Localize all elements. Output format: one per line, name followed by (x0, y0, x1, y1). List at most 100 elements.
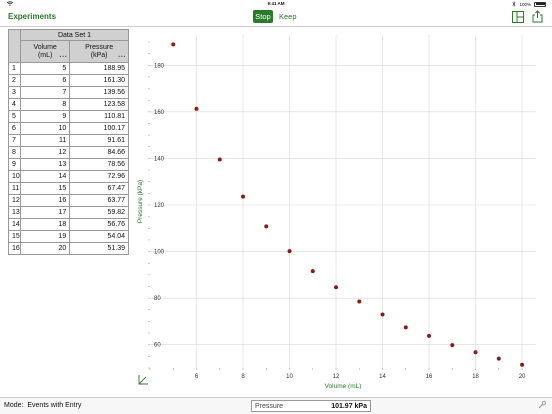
y-tick-label: 140 (154, 156, 165, 162)
table-row[interactable]: 7 11 91.61 (8, 134, 129, 147)
pressure-cell[interactable]: 123.58 (69, 98, 129, 111)
pressure-cell[interactable]: 63.77 (69, 194, 129, 207)
pressure-cell[interactable]: 161.30 (69, 74, 129, 87)
battery-percent: 100% (519, 1, 531, 7)
volume-cell[interactable]: 10 (19, 122, 71, 135)
volume-cell[interactable]: 9 (19, 110, 71, 123)
data-point (171, 42, 176, 47)
table-row[interactable]: 13 17 59.82 (8, 206, 129, 219)
table-row[interactable]: 4 8 123.58 (8, 98, 129, 111)
pressure-cell[interactable]: 67.47 (69, 182, 129, 195)
volume-cell[interactable]: 8 (19, 98, 71, 111)
meter-label: Pressure (255, 403, 284, 410)
table-row[interactable]: 10 14 72.96 (8, 170, 129, 183)
data-point (334, 285, 339, 290)
row-index: 6 (8, 122, 21, 135)
volume-cell[interactable]: 19 (19, 230, 71, 243)
volume-cell[interactable]: 18 (19, 218, 71, 231)
row-index: 5 (8, 110, 21, 123)
mode-selector[interactable]: Mode: Events with Entry (4, 402, 81, 409)
data-point (427, 333, 432, 338)
data-point (403, 325, 408, 330)
volume-cell[interactable]: 20 (19, 242, 71, 255)
column-header-volume[interactable]: Volume (mL) ··· (19, 40, 71, 63)
battery-icon (534, 1, 546, 7)
data-point (310, 269, 315, 274)
status-time: 9:41 AM (267, 1, 285, 6)
status-bar: 9:41 AM 100% (0, 0, 552, 8)
volume-cell[interactable]: 17 (19, 206, 71, 219)
column-options-icon[interactable]: ··· (59, 52, 68, 61)
table-row[interactable]: 15 19 54.04 (8, 230, 129, 243)
column-header-pressure[interactable]: Pressure (kPa) ··· (69, 40, 129, 63)
autoscale-icon[interactable] (138, 375, 148, 385)
volume-cell[interactable]: 5 (19, 62, 71, 75)
mode-value: Events with Entry (27, 402, 82, 409)
data-point (194, 106, 199, 111)
table-row[interactable]: 9 13 78.56 (8, 158, 129, 171)
row-index: 12 (8, 194, 21, 207)
pressure-cell[interactable]: 72.96 (69, 170, 129, 183)
share-icon[interactable] (532, 10, 543, 23)
pressure-cell[interactable]: 51.39 (69, 242, 129, 255)
x-tick-label: 18 (472, 374, 479, 380)
table-row[interactable]: 16 20 51.39 (8, 242, 129, 255)
x-tick-label: 6 (195, 374, 199, 380)
row-index: 13 (8, 206, 21, 219)
volume-cell[interactable]: 12 (19, 146, 71, 159)
x-axis-label: Volume (mL) (325, 383, 362, 389)
keep-button[interactable]: Keep (279, 12, 297, 21)
pressure-cell[interactable]: 188.95 (69, 62, 129, 75)
layout-icon[interactable] (512, 11, 524, 23)
y-axis-label: Pressure (kPa) (137, 180, 144, 223)
nav-bar: Experiments Stop Keep (0, 8, 552, 27)
y-tick-label: 100 (154, 250, 165, 256)
volume-cell[interactable]: 7 (19, 86, 71, 99)
volume-cell[interactable]: 6 (19, 74, 71, 87)
row-index: 7 (8, 134, 21, 147)
y-tick-label: 80 (154, 296, 161, 302)
row-index: 9 (8, 158, 21, 171)
pressure-cell[interactable]: 110.81 (69, 110, 129, 123)
table-row[interactable]: 11 15 67.47 (8, 182, 129, 195)
pressure-cell[interactable]: 84.66 (69, 146, 129, 159)
pressure-cell[interactable]: 100.17 (69, 122, 129, 135)
y-tick-label: 180 (154, 63, 165, 69)
table-row[interactable]: 8 12 84.66 (8, 146, 129, 159)
experiments-button[interactable]: Experiments (8, 12, 57, 21)
table-row[interactable]: 2 6 161.30 (8, 74, 129, 87)
volume-cell[interactable]: 15 (19, 182, 71, 195)
wrench-icon[interactable] (538, 401, 546, 409)
meter-value: 101.97 kPa (331, 403, 367, 410)
pressure-cell[interactable]: 139.56 (69, 86, 129, 99)
volume-cell[interactable]: 13 (19, 158, 71, 171)
pressure-cell[interactable]: 56.76 (69, 218, 129, 231)
x-tick-label: 14 (379, 374, 386, 380)
table-row[interactable]: 3 7 139.56 (8, 86, 129, 99)
pressure-cell[interactable]: 59.82 (69, 206, 129, 219)
table-row[interactable]: 12 16 63.77 (8, 194, 129, 207)
table-row[interactable]: 5 9 110.81 (8, 110, 129, 123)
dataset-header[interactable]: Data Set 1 (20, 29, 129, 41)
data-point (496, 356, 501, 361)
volume-cell[interactable]: 16 (19, 194, 71, 207)
volume-cell[interactable]: 14 (19, 170, 71, 183)
row-index: 16 (8, 242, 21, 255)
stop-button[interactable]: Stop (253, 10, 273, 23)
pressure-cell[interactable]: 78.56 (69, 158, 129, 171)
mode-label: Mode: (4, 402, 24, 409)
pressure-meter[interactable]: Pressure 101.97 kPa (251, 400, 371, 412)
table-row[interactable]: 14 18 56.76 (8, 218, 129, 231)
volume-cell[interactable]: 11 (19, 134, 71, 147)
table-row[interactable]: 6 10 100.17 (8, 122, 129, 135)
column-options-icon[interactable]: ··· (118, 52, 126, 61)
pressure-cell[interactable]: 91.61 (69, 134, 129, 147)
y-tick-label: 160 (154, 110, 165, 116)
scatter-chart[interactable]: 6 8 10 12 14 16 18 20 60 80 100 120 140 160 180 Volume … (136, 31, 544, 389)
column-name: Volume (33, 43, 57, 51)
table-row[interactable]: 1 5 188.95 (8, 62, 129, 75)
row-index: 15 (8, 230, 21, 243)
x-tick-label: 10 (286, 374, 293, 380)
table-corner (8, 29, 21, 63)
pressure-cell[interactable]: 54.04 (69, 230, 129, 243)
